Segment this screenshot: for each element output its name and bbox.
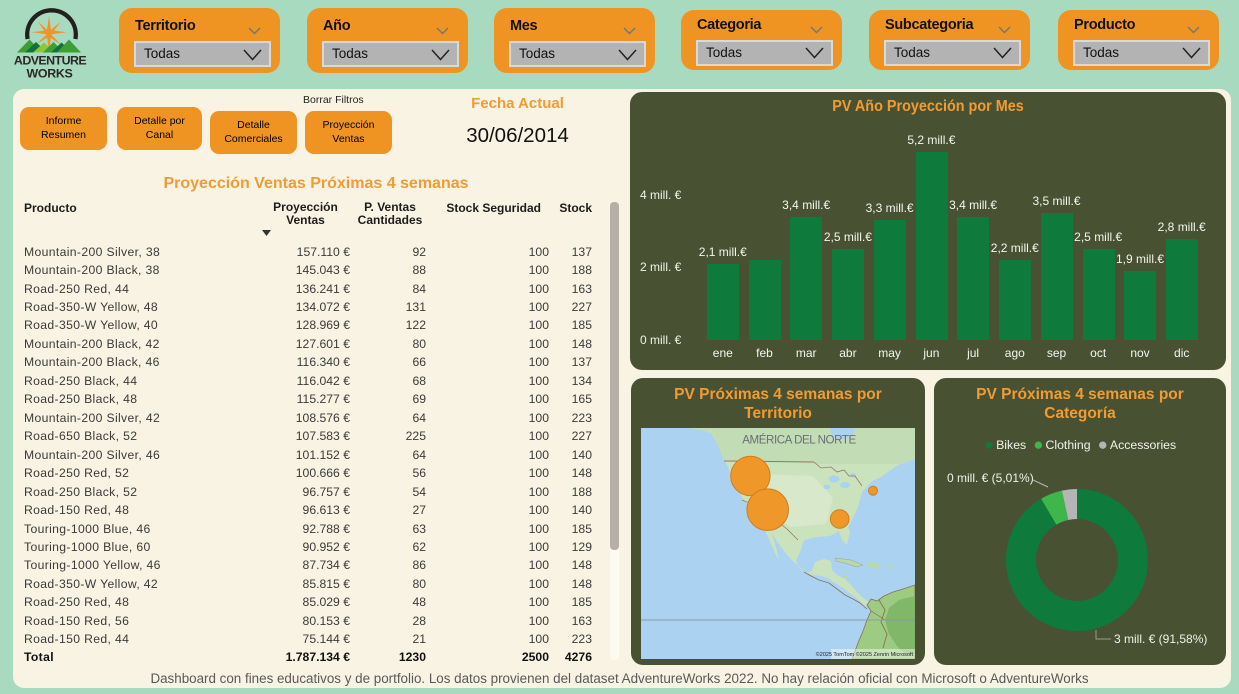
svg-text:WORKS: WORKS <box>27 66 73 80</box>
svg-text:ADVENTURE: ADVENTURE <box>14 53 86 67</box>
svg-text:©2025 TomTom ©2025 Zenrin Micr: ©2025 TomTom ©2025 Zenrin Microsoft <box>816 651 914 658</box>
svg-text:AMÉRICA DEL NORTE: AMÉRICA DEL NORTE <box>742 434 856 447</box>
